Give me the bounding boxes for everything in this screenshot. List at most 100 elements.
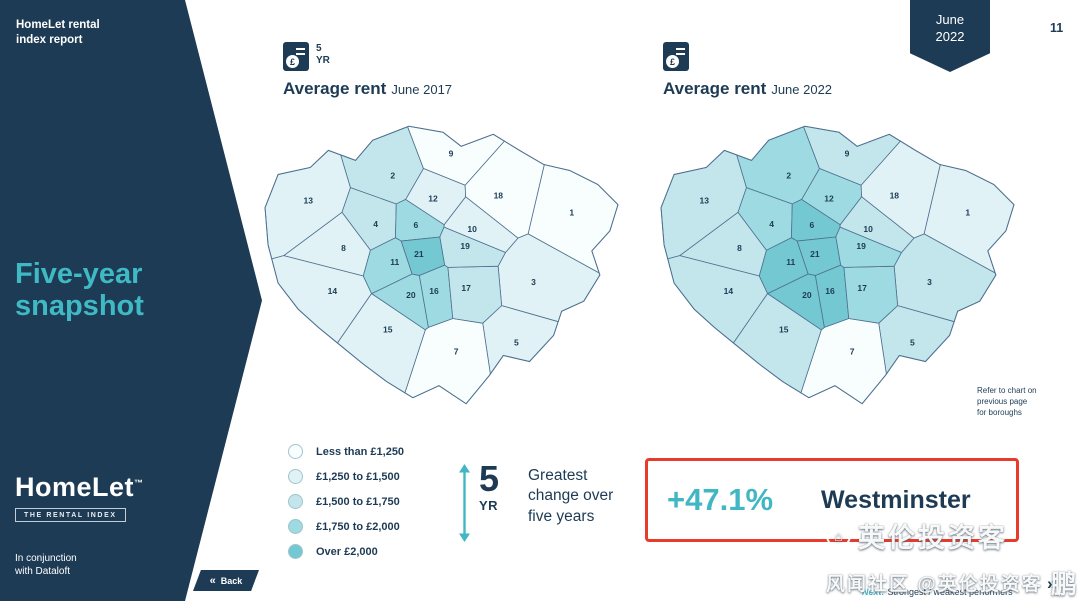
five-yr-label: 5 YR	[479, 458, 500, 514]
pound-coin-icon: £	[286, 55, 299, 68]
back-button-label: Back	[220, 575, 243, 586]
svg-text:12: 12	[824, 194, 834, 204]
vertical-range-arrow-icon	[459, 464, 470, 542]
back-button[interactable]: « Back	[193, 570, 259, 591]
logo-wordmark: HomeLet™	[15, 472, 144, 502]
svg-text:6: 6	[809, 220, 814, 230]
legend-label: Less than £1,250	[316, 445, 405, 458]
svg-text:17: 17	[461, 283, 471, 293]
icon-line	[676, 53, 685, 55]
highlight-change-value: +47.1%	[667, 482, 774, 517]
svg-text:4: 4	[769, 219, 774, 229]
svg-text:19: 19	[460, 241, 470, 251]
highlight-borough: Westminster	[821, 485, 971, 514]
map-subtitle-text: June 2022	[771, 82, 833, 97]
legend-item: Less than £1,250	[288, 444, 404, 459]
icon-line	[296, 53, 305, 55]
highlight-box: +47.1% Westminster	[645, 458, 1019, 542]
legend-label: Over £2,000	[316, 545, 378, 558]
next-prefix: Next:	[862, 587, 885, 597]
period-unit: YR	[479, 498, 499, 513]
svg-text:8: 8	[737, 243, 742, 253]
rent-document-icon: £	[663, 42, 689, 71]
svg-text:7: 7	[454, 346, 459, 356]
map-2017-title: Average rent June 2017	[283, 79, 452, 99]
legend-item: £1,750 to £2,000	[288, 519, 404, 534]
svg-text:2: 2	[390, 171, 395, 181]
svg-text:4: 4	[373, 219, 378, 229]
map-title-text: Average rent	[283, 79, 387, 98]
legend-swatch	[288, 494, 303, 509]
svg-text:12: 12	[428, 194, 438, 204]
legend: Less than £1,250 £1,250 to £1,500 £1,500…	[288, 444, 404, 569]
svg-text:14: 14	[328, 286, 338, 296]
svg-text:10: 10	[467, 224, 477, 234]
svg-text:20: 20	[406, 290, 416, 300]
next-link[interactable]: Next: Strongest / weakest performers	[862, 587, 1013, 597]
icon-line	[296, 48, 305, 50]
svg-text:7: 7	[850, 346, 855, 356]
page-number: 11	[1050, 21, 1064, 35]
svg-text:1: 1	[569, 208, 574, 218]
pound-coin-icon: £	[666, 55, 679, 68]
legend-label: £1,250 to £1,500	[316, 470, 400, 483]
legend-swatch	[288, 444, 303, 459]
svg-text:11: 11	[786, 257, 795, 267]
svg-text:3: 3	[927, 277, 932, 287]
trademark-symbol: ™	[134, 478, 144, 488]
next-chevron-icon[interactable]: »	[1047, 574, 1057, 593]
legend-label: £1,750 to £2,000	[316, 520, 400, 533]
svg-text:2: 2	[786, 171, 791, 181]
page-title: Five-year snapshot	[15, 258, 144, 323]
legend-swatch	[288, 519, 303, 534]
legend-item: £1,500 to £1,750	[288, 494, 404, 509]
map-subtitle-text: June 2017	[391, 82, 453, 97]
svg-text:16: 16	[429, 286, 439, 296]
legend-swatch	[288, 544, 303, 559]
svg-text:18: 18	[494, 191, 504, 201]
logo-tagline: THE RENTAL INDEX	[15, 508, 126, 522]
homelet-logo: HomeLet™ THE RENTAL INDEX	[15, 472, 144, 522]
legend-swatch	[288, 469, 303, 484]
legend-item: Over £2,000	[288, 544, 404, 559]
svg-text:5: 5	[514, 337, 519, 347]
map-2022-header: £	[663, 42, 689, 71]
svg-text:9: 9	[449, 148, 454, 158]
report-title: HomeLet rental index report	[16, 19, 100, 46]
legend-label: £1,500 to £1,750	[316, 495, 400, 508]
svg-text:17: 17	[857, 283, 867, 293]
conjunction-note: In conjunction with Dataloft	[15, 553, 77, 577]
svg-text:21: 21	[414, 249, 424, 259]
legend-item: £1,250 to £1,500	[288, 469, 404, 484]
back-chevron-icon: «	[209, 574, 216, 587]
map-title-text: Average rent	[663, 79, 767, 98]
svg-text:13: 13	[304, 196, 314, 206]
next-link-label: Strongest / weakest performers	[887, 587, 1013, 597]
svg-text:21: 21	[810, 249, 820, 259]
svg-text:18: 18	[890, 191, 900, 201]
svg-text:13: 13	[700, 196, 710, 206]
sidebar: HomeLet rental index report Five-year sn…	[0, 0, 262, 601]
svg-text:11: 11	[390, 257, 399, 267]
svg-text:16: 16	[825, 286, 835, 296]
svg-text:8: 8	[341, 243, 346, 253]
reference-note: Refer to chart on previous page for boro…	[977, 386, 1037, 417]
svg-text:5: 5	[910, 337, 915, 347]
date-banner: June 2022	[910, 0, 990, 72]
map-2017-header: £ 5 YR	[283, 42, 330, 71]
svg-text:6: 6	[413, 220, 418, 230]
map-2022-title: Average rent June 2022	[663, 79, 832, 99]
svg-text:19: 19	[856, 241, 866, 251]
period-value: 5	[479, 458, 500, 499]
highlight-description: Greatest change over five years	[528, 467, 614, 525]
icon-line	[676, 48, 685, 50]
svg-text:1: 1	[965, 208, 970, 218]
svg-text:20: 20	[802, 290, 812, 300]
svg-text:10: 10	[863, 224, 873, 234]
svg-text:15: 15	[779, 324, 789, 334]
svg-text:9: 9	[845, 148, 850, 158]
svg-text:15: 15	[383, 324, 393, 334]
